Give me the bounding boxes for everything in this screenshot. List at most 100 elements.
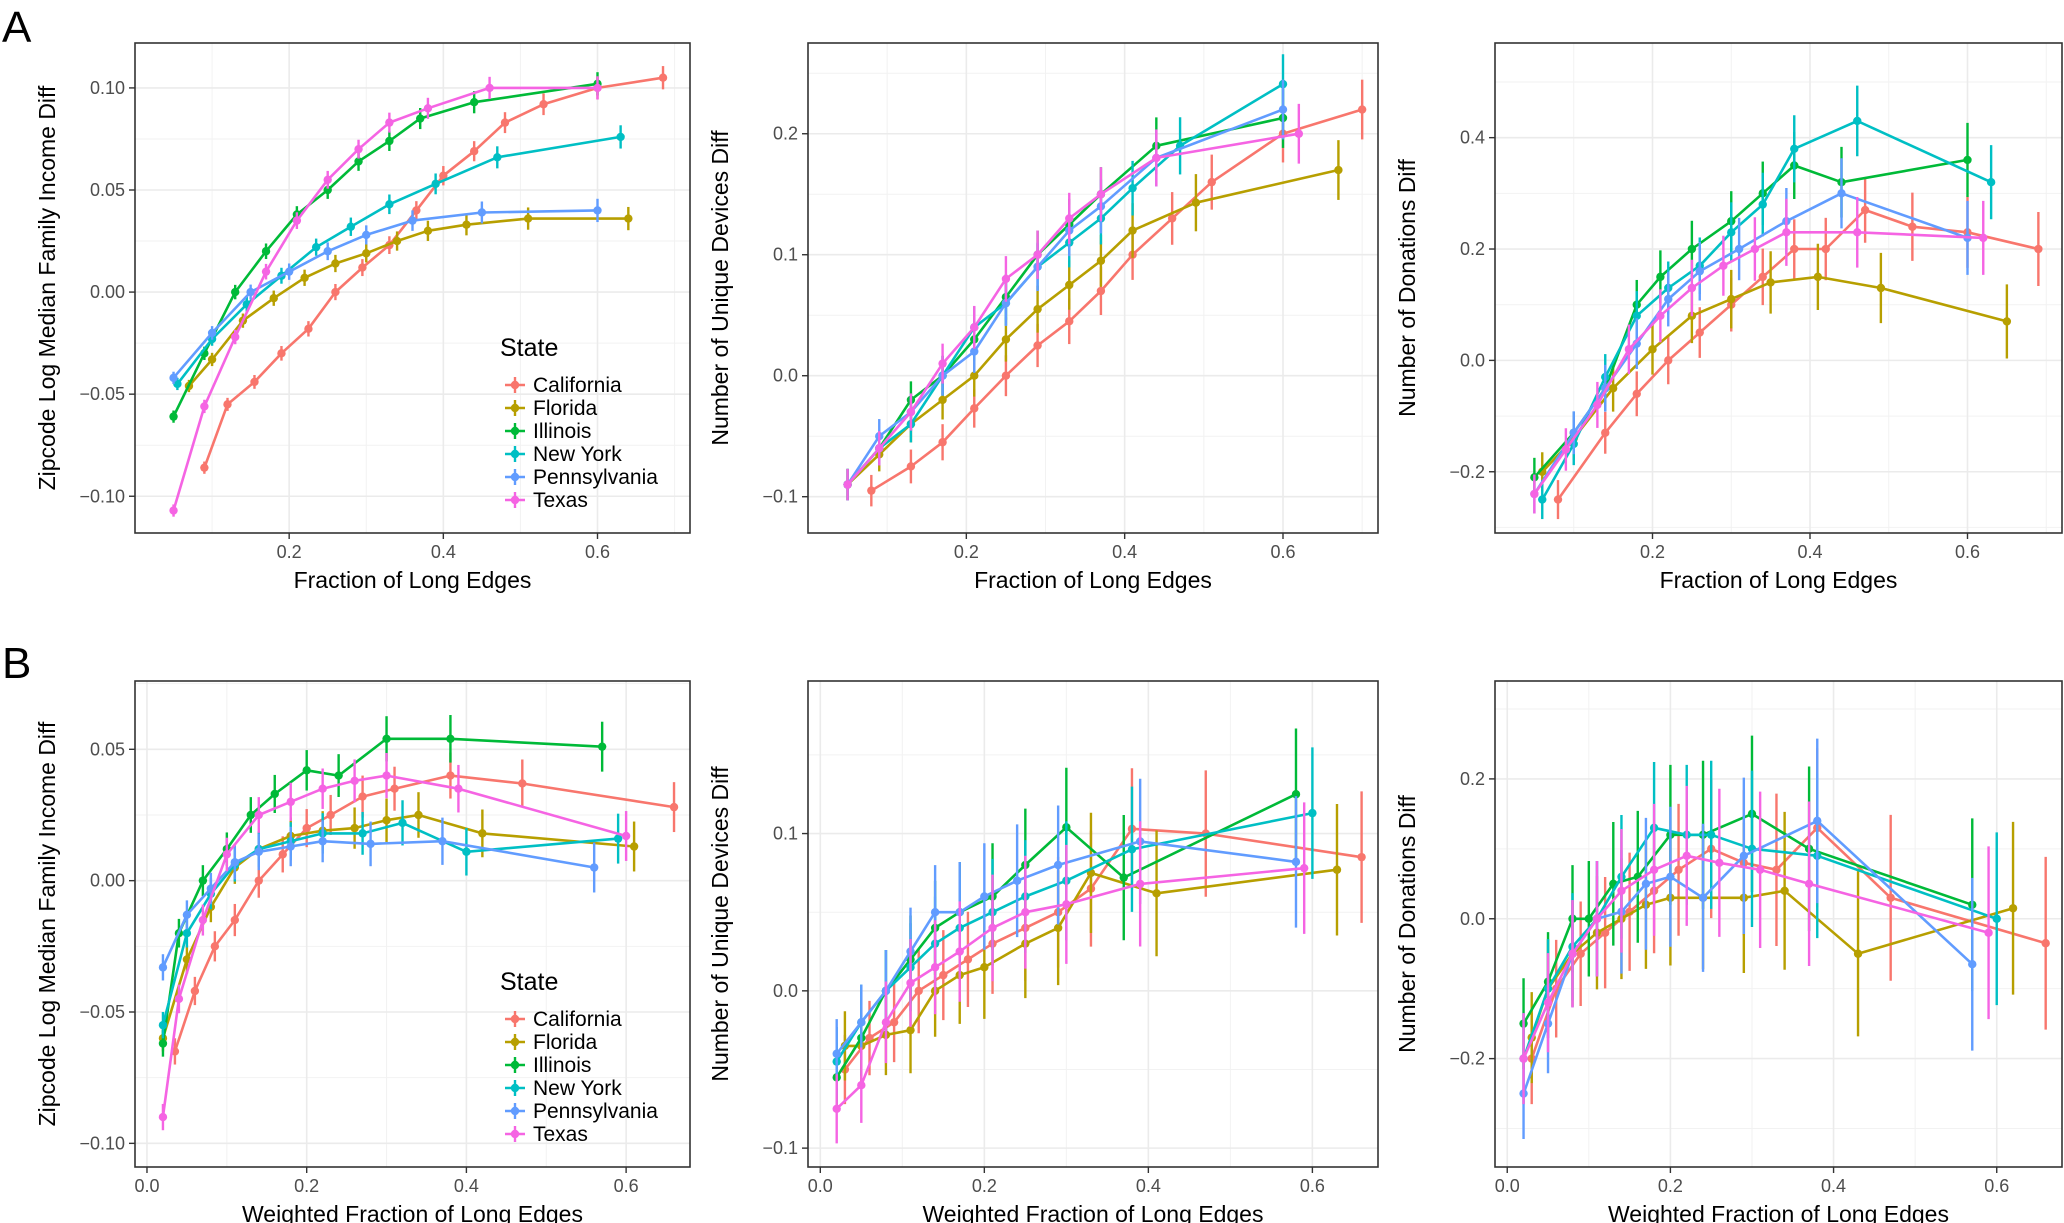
series-florida-point [1853,949,1863,958]
chart-a1: 0.2 0.4 0.6 −0.10 −0.05 0.00 0.05 0.10 Fraction … [34,42,691,593]
series-texas-point [881,1018,891,1027]
series-florida-point [2002,317,2012,326]
series-texas-point [1135,879,1145,889]
series-new-york-point [1758,200,1767,209]
y-tick-label: 0.2 [773,124,798,144]
series-california-point [1001,371,1011,380]
series-california-point [250,377,259,387]
legend-label: New York [533,1077,622,1100]
series-florida-point [300,273,309,282]
series-pennsylvania-point [246,287,255,297]
panel-border [807,42,1379,534]
series-new-york-point [613,834,623,843]
x-tick-label: 0.4 [1821,1176,1846,1196]
series-pennsylvania-point [207,328,217,338]
chart-a3: 0.2 0.4 0.6 −0.2 0.0 0.2 0.4 Fraction of Long E… [1394,42,2063,593]
series-california-point [446,771,455,780]
series-new-york-point [1128,183,1137,193]
series-california-point [1357,105,1367,114]
series-illinois-point [323,185,332,195]
series-pennsylvania-point [408,216,417,225]
series-texas [1530,197,1988,514]
series-california-point [1576,949,1585,958]
x-axis-title: Fraction of Long Edges [974,567,1212,593]
series-texas-point [454,784,463,793]
series-california-point [1664,356,1673,365]
series-texas-point [382,771,391,780]
series-california-point [1772,865,1781,875]
series-texas-point [906,978,915,988]
series-pennsylvania-point [477,208,487,217]
x-tick-label: 0.6 [1270,542,1295,562]
legend-key-point [510,449,520,459]
series-california-point [1908,222,1917,231]
series-pennsylvania-point [182,910,192,920]
series-texas-point [1656,311,1665,321]
series-illinois-point [1119,873,1128,882]
series-california-point [277,349,286,358]
series-texas-point [930,963,940,972]
series-pennsylvania-point [1278,105,1288,114]
series-texas-point [350,776,359,786]
legend-label: California [533,1008,622,1031]
series-pennsylvania-point [1698,893,1708,902]
series-florida-point [1128,226,1137,235]
series-florida [184,206,633,393]
panel-border [134,680,691,1168]
series-pennsylvania-point [362,230,371,240]
series-illinois-point [302,766,311,775]
series-california-point [1033,341,1042,350]
legend-key-point [510,472,520,482]
series-pennsylvania-point [230,858,240,867]
y-tick-label: 0.0 [1460,350,1485,370]
series-group [158,715,679,1131]
series-florida-point [938,395,947,405]
series-florida-point [1766,278,1775,287]
series-texas-point [955,947,964,956]
series-illinois-point [1687,244,1697,254]
series-new-york-point [493,153,502,162]
series-california-point [302,823,311,833]
series-texas-point [1592,914,1602,923]
series-pennsylvania-point [318,837,327,846]
series-california-point [190,986,200,996]
series-texas-point [1979,233,1988,243]
y-tick-label: −0.1 [762,1138,798,1158]
x-tick-label: 0.2 [954,542,979,562]
legend-item-new-york: New York [505,1077,622,1100]
series-texas-point [485,83,494,93]
series-california-point [304,324,313,334]
y-axis-title: Number of Unique Devices Diff [707,766,733,1082]
legend-item-florida: Florida [505,397,598,420]
series-texas-point [261,267,271,276]
series-california-point [889,1018,899,1027]
series-texas-point [1624,345,1634,354]
series-california-point [1553,495,1563,504]
legend-label: Pennsylvania [533,1100,658,1123]
series-texas-point [1519,1054,1528,1063]
series-new-york-point [1727,228,1736,237]
y-tick-label: −0.05 [79,384,125,404]
series-texas-point [1715,858,1724,868]
series-california-point [230,915,240,925]
series-texas-point [1033,250,1042,259]
series-california-point [200,463,209,472]
series-florida-point [523,214,533,223]
legend-key-point [510,1129,520,1139]
legend-label: Texas [533,1123,588,1146]
legend-item-california: California [505,1008,622,1031]
series-california-point [1860,205,1870,215]
series-new-york-point [1992,914,2001,923]
series-california-point [1096,286,1106,296]
series-new-york-point [1986,178,1996,187]
panel-border [1494,680,2063,1168]
x-axis-title: Fraction of Long Edges [1660,567,1898,593]
panel-label-b: B [2,639,31,688]
legend-key-point [510,1014,520,1024]
series-illinois-point [385,136,394,146]
series-texas-point [1065,214,1074,223]
plot-background [808,681,1378,1167]
series-texas-point [1294,129,1304,138]
